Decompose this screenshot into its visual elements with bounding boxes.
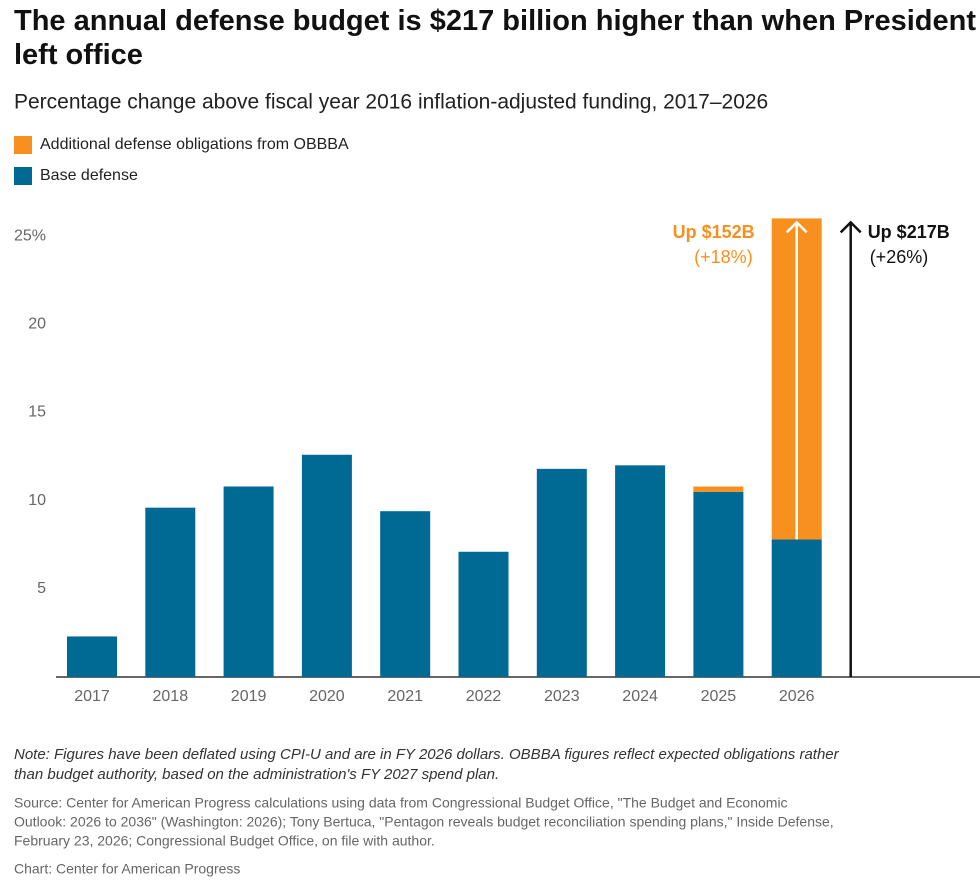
x-tick-label: 2025: [701, 688, 737, 705]
legend-swatch: [14, 167, 32, 185]
y-tick-label: 10: [28, 492, 46, 509]
arrow-head: [785, 220, 808, 234]
y-tick-label: 25%: [14, 227, 46, 244]
legend-label: Base defense: [40, 167, 138, 184]
chart-subtitle: Percentage change above fiscal year 2016…: [14, 91, 768, 114]
bar: [223, 486, 274, 677]
x-tick-label: 2019: [231, 688, 267, 705]
source: February 23, 2026; Congressional Budget …: [14, 833, 435, 849]
legend-swatch: [14, 136, 32, 154]
x-tick-label: 2024: [622, 688, 658, 705]
arrow-head: [839, 220, 862, 234]
note: Note: Figures have been deflated using C…: [14, 746, 840, 763]
x-tick-label: 2017: [74, 688, 110, 705]
source: Source: Center for American Progress cal…: [14, 795, 788, 811]
bar: [693, 486, 744, 492]
x-tick-label: 2018: [153, 688, 189, 705]
annotation: (+26%): [870, 247, 929, 267]
x-tick-label: 2022: [466, 688, 502, 705]
annotation: (+18%): [694, 247, 753, 267]
legend-label: Additional defense obligations from OBBB…: [40, 136, 349, 153]
note: than budget authority, based on the admi…: [14, 766, 499, 783]
bar: [771, 539, 822, 677]
y-tick-label: 5: [37, 580, 46, 597]
bar: [458, 551, 509, 677]
y-tick-label: 15: [28, 404, 46, 421]
source: Outlook: 2026 to 2036" (Washington: 2026…: [14, 814, 834, 830]
x-tick-label: 2023: [544, 688, 580, 705]
x-tick-label: 2021: [387, 688, 423, 705]
y-tick-label: 20: [28, 315, 46, 332]
bar: [67, 636, 117, 677]
annotation: Up $152B: [673, 222, 755, 242]
chart-title: The annual defense budget is $217 billio…: [14, 5, 980, 71]
bar: [693, 491, 744, 677]
bar: [145, 507, 196, 677]
x-tick-label: 2026: [779, 688, 815, 705]
x-tick-label: 2020: [309, 688, 345, 705]
bar: [536, 468, 587, 677]
credit: Chart: Center for American Progress: [14, 861, 240, 877]
annotation: Up $217B: [868, 222, 950, 242]
bar: [615, 465, 666, 677]
bar: [301, 454, 352, 677]
bar: [380, 511, 431, 677]
